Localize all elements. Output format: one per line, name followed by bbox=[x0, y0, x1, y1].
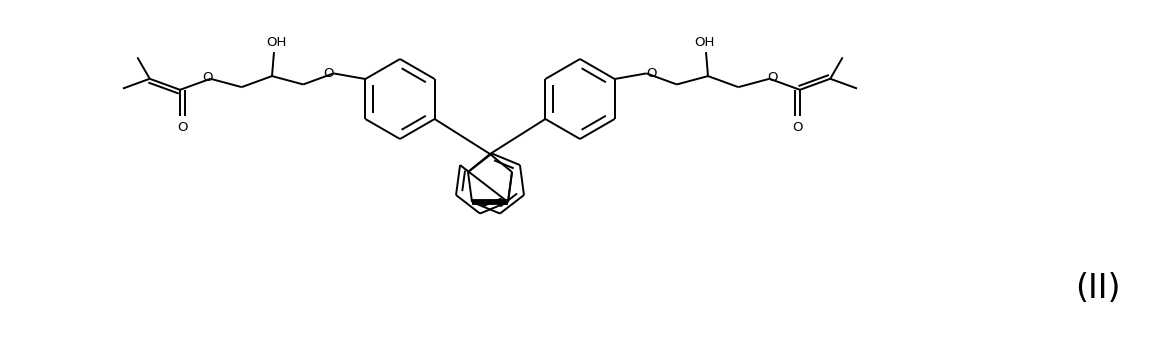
Text: OH: OH bbox=[694, 36, 714, 48]
Text: O: O bbox=[177, 121, 188, 134]
Text: O: O bbox=[202, 71, 212, 84]
Text: OH: OH bbox=[265, 36, 286, 48]
Text: O: O bbox=[768, 71, 778, 84]
Text: O: O bbox=[792, 121, 803, 134]
Text: (II): (II) bbox=[1075, 273, 1121, 305]
Text: O: O bbox=[323, 67, 333, 80]
Text: O: O bbox=[646, 67, 656, 80]
